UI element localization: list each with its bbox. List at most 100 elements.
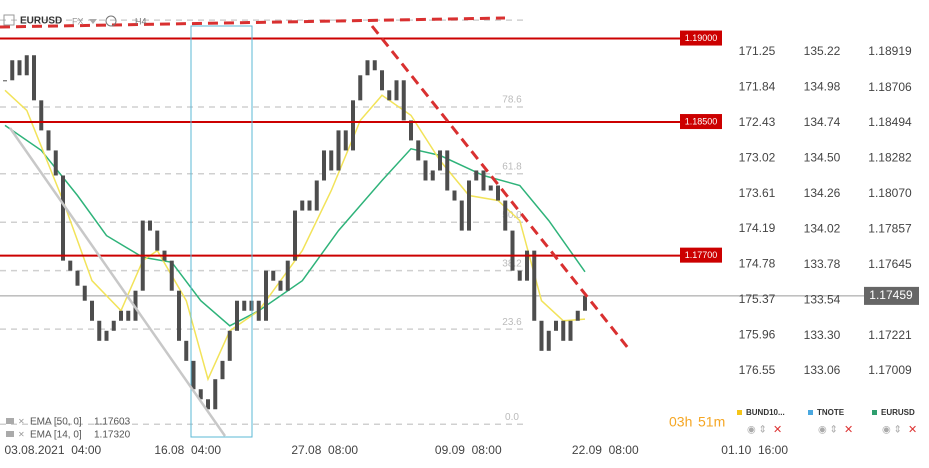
legend-icon: ◉ ⇕ (747, 425, 767, 436)
fib-label: 50.0 (502, 210, 522, 221)
candle (227, 330, 232, 361)
candle (278, 280, 283, 291)
countdown-minutes: 51m (698, 414, 725, 430)
y-tick-label: 1.18706 (868, 80, 912, 94)
candle (235, 300, 240, 331)
candle (10, 60, 15, 81)
candle (539, 320, 544, 351)
candle (97, 320, 102, 341)
candle (68, 260, 73, 271)
y-tick-label: 172.43 (739, 115, 776, 129)
candle (409, 120, 414, 141)
candle (496, 185, 501, 201)
icon[interactable]: ✕ (18, 430, 25, 439)
candle (546, 330, 551, 351)
y-tick-label: 134.98 (804, 80, 841, 94)
icon (3, 14, 15, 26)
candle (358, 75, 363, 101)
candle (481, 170, 486, 191)
y-tick-label: 174.78 (739, 257, 776, 271)
candle (111, 320, 116, 331)
candle (148, 220, 153, 231)
candle (517, 270, 522, 281)
y-tick-label: 1.17009 (868, 363, 912, 377)
fib-label: 78.6 (502, 95, 522, 106)
legend-swatch (808, 410, 813, 415)
candle (300, 200, 305, 211)
candle (17, 60, 22, 76)
y-tick-label: 171.84 (739, 80, 776, 94)
y-tick-label: 1.17645 (868, 257, 912, 271)
trend-line (0, 16, 506, 29)
candle (206, 399, 211, 410)
candle (467, 180, 472, 231)
candle (177, 290, 182, 341)
candle (423, 160, 428, 181)
candle (119, 310, 124, 321)
legend-icon: ◉ ⇕ (818, 425, 838, 436)
y-tick-label: 134.26 (804, 186, 841, 200)
timeframe[interactable]: H4 (135, 16, 147, 26)
range-box (190, 25, 253, 438)
legend-label[interactable]: BUND10... (746, 408, 785, 417)
candle (90, 300, 95, 321)
price-tag-label: 1.17459 (869, 288, 913, 302)
candle (525, 250, 530, 281)
legend-icon: ◉ ⇕ (882, 425, 902, 436)
candle (329, 150, 334, 171)
y-tick-label: 171.25 (739, 44, 776, 58)
icon[interactable]: ✕ (18, 417, 25, 426)
level-label: 1.17700 (685, 250, 718, 260)
candle (438, 150, 443, 171)
candle (271, 270, 276, 281)
toolbar: EURUSD FX H4 (3, 14, 147, 27)
candle (488, 185, 493, 191)
y-tick-label: 1.18919 (868, 44, 912, 58)
y-tick-label: 173.02 (739, 151, 776, 165)
candle (155, 230, 160, 251)
candle (169, 260, 174, 291)
legend-label[interactable]: TNOTE (817, 408, 845, 417)
indicator-value: 1.17320 (94, 430, 131, 441)
y-tick-label: 174.19 (739, 221, 776, 235)
level-label: 1.19000 (685, 33, 718, 43)
icon[interactable] (89, 19, 97, 24)
x-tick-label: 22.09 08:00 (572, 443, 639, 457)
indicator-name: EMA [14, 0] (30, 430, 82, 441)
trend-line (8, 127, 227, 437)
y-tick-label: 133.54 (804, 292, 841, 306)
x-tick-label: 27.08 08:00 (291, 443, 358, 457)
candle (242, 300, 247, 311)
y-tick-label: 176.55 (739, 363, 776, 377)
candle (336, 130, 341, 171)
legend-close: ✕ (908, 424, 917, 436)
candle (401, 80, 406, 121)
candle (191, 360, 196, 390)
candle (459, 200, 464, 231)
y-tick-label: 173.61 (739, 186, 776, 200)
candle (387, 90, 392, 101)
candle (184, 340, 189, 361)
symbol[interactable]: EURUSD (20, 16, 62, 27)
indicator-legend: ✕ EMA [50, 0] 1.17603 ✕ EMA [14, 0] 1.17… (6, 417, 131, 441)
candle (568, 320, 573, 341)
candle (126, 310, 131, 321)
indicator-name: EMA [50, 0] (30, 417, 82, 428)
y-tick-label: 133.06 (804, 363, 841, 377)
candle (394, 80, 399, 101)
legend-label[interactable]: EURUSD (881, 408, 915, 417)
candle (293, 210, 298, 261)
legend-close: ✕ (844, 424, 853, 436)
candle (343, 130, 348, 151)
candle (61, 175, 66, 261)
axes: 171.25 171.84 172.43 173.02 173.61 174.19 174.… (4, 44, 919, 457)
level-tag (680, 247, 722, 263)
icon[interactable] (105, 15, 117, 27)
fib-label: 0.0 (505, 412, 519, 423)
level-tag (680, 114, 722, 130)
candle (198, 389, 203, 400)
candle (510, 230, 515, 271)
candle (314, 180, 319, 211)
y-tick-label: 134.02 (804, 221, 841, 235)
